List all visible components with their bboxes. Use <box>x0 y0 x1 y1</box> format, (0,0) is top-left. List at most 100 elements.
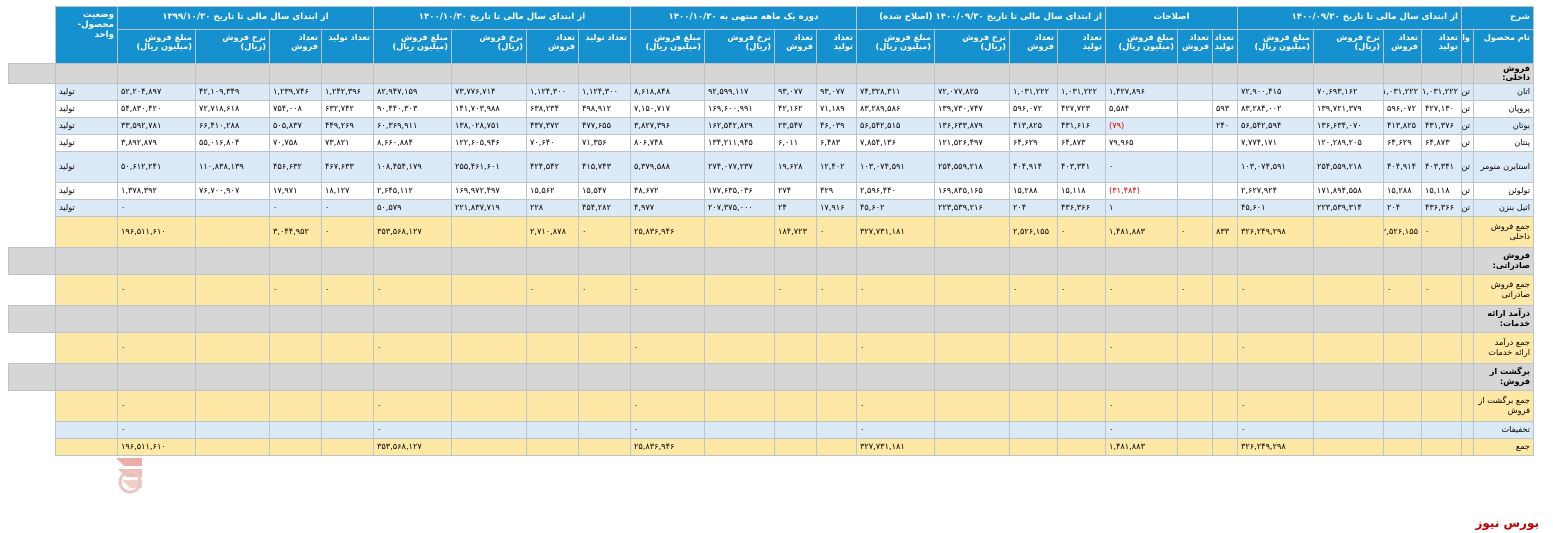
table-cell: ۲۵,۸۳۶,۹۴۶ <box>629 215 705 248</box>
table-cell <box>1104 362 1178 391</box>
table-cell <box>577 304 631 333</box>
table-cell: ۴۶,۰۳۹ <box>815 116 857 135</box>
table-cell: ۱,۰۳۱,۲۲۲ <box>1421 82 1462 101</box>
header-adjustments: اصلاحات <box>1104 6 1238 30</box>
table-cell: ۱۲۱,۵۲۶,۴۹۷ <box>933 133 1010 152</box>
table-cell <box>525 331 579 364</box>
table-cell <box>577 437 631 456</box>
sub-header-cell: تعداد فروش <box>773 29 817 64</box>
table-cell: ۰ <box>855 389 935 422</box>
table-cell <box>933 304 1010 333</box>
sub-header-cell: تعداد تولید <box>1211 29 1238 64</box>
table-cell <box>703 437 775 456</box>
table-cell: ۱۲,۴۰۲ <box>815 150 857 183</box>
table-cell: ۱۵,۱۱۸ <box>1056 181 1106 200</box>
table-cell: ۰ <box>577 215 631 248</box>
table-cell: ۳۳,۵۹۲,۷۸۱ <box>116 116 196 135</box>
table-cell <box>320 63 374 84</box>
table-cell: ۵۹۶,۰۷۲ <box>1008 99 1058 118</box>
table-cell: ۲۲۱,۸۳۷,۷۱۹ <box>450 198 527 217</box>
row-label: برگشت از فروش: <box>1473 362 1534 391</box>
table-cell: ۱,۱۲۴,۳۰۰ <box>577 82 631 101</box>
table-cell: ۰ <box>773 273 817 306</box>
table-cell: ۱,۰۳۱,۲۲۲ <box>1383 82 1422 101</box>
table-row: بوتان تن ۴۳۱,۳۷۶ ۴۱۳,۸۲۵ ۱۳۶,۶۳۴,۰۷۰ ۵۶,۵۴۲,۵… <box>9 116 1534 135</box>
table-cell: ۴۳۶,۳۶۶ <box>1056 198 1106 217</box>
table-cell: ۱۳۹,۷۲۱,۳۷۹ <box>1313 99 1384 118</box>
table-cell: (۷۹) <box>1104 116 1178 135</box>
table-cell: ۷۱,۱۸۹ <box>815 99 857 118</box>
table-row: استایرن منومر تن ۴۰۳,۳۴۱ ۴۰۴,۹۱۴ ۲۵۴,۵۵۹,۲۱۸… <box>9 150 1534 183</box>
table-cell <box>116 63 196 84</box>
table-cell <box>1313 273 1384 306</box>
table-cell <box>629 362 705 391</box>
table-cell: ۱۶۲,۵۴۲,۸۲۹ <box>703 116 775 135</box>
table-cell <box>320 304 374 333</box>
row-label: جمع برگشت از فروش <box>1473 389 1534 422</box>
table-cell <box>450 246 527 275</box>
table-cell <box>1461 420 1474 439</box>
sub-header-cell: تعداد تولید <box>577 29 631 64</box>
table-cell: ۰ <box>629 389 705 422</box>
table-row: فروش داخلی: <box>8 63 1534 84</box>
table-cell: تولید <box>54 133 118 152</box>
table-cell <box>1056 420 1106 439</box>
table-cell <box>525 389 579 422</box>
table-cell <box>1008 437 1058 456</box>
table-cell <box>1421 63 1462 84</box>
table-cell <box>1421 246 1462 275</box>
table-cell <box>1211 362 1238 391</box>
table-cell: ۰ <box>1176 273 1213 306</box>
table-cell: ۲۰۴ <box>1008 198 1058 217</box>
table-cell <box>1104 63 1178 84</box>
table-cell: ۶۰,۳۶۹,۹۱۱ <box>372 116 452 135</box>
table-cell <box>1176 99 1213 118</box>
table-cell <box>629 304 705 333</box>
table-cell <box>1176 82 1213 101</box>
table-cell: ۰ <box>372 420 452 439</box>
table-cell: ۹۳,۰۷۷ <box>773 82 817 101</box>
table-cell <box>268 437 322 456</box>
table-cell <box>577 420 631 439</box>
table-cell: ۲,۶۲۷,۹۲۴ <box>1236 181 1315 200</box>
table-cell <box>1461 389 1474 422</box>
table-cell: ۱۳۶,۶۳۴,۰۷۰ <box>1313 116 1384 135</box>
table-cell <box>194 198 270 217</box>
table-cell <box>1461 304 1474 333</box>
table-row: برگشت از فروش: <box>8 362 1534 391</box>
table-cell <box>1056 246 1106 275</box>
table-cell: ۰ <box>372 273 452 306</box>
table-cell <box>116 246 196 275</box>
table-cell <box>1056 63 1106 84</box>
table-cell: ۱۵,۵۴۷ <box>577 181 631 200</box>
table-cell <box>268 246 322 275</box>
table-cell <box>268 420 322 439</box>
table-cell <box>1211 273 1238 306</box>
table-cell <box>1211 63 1238 84</box>
table-cell <box>1313 420 1384 439</box>
row-label: تخفیفات <box>1473 420 1534 439</box>
table-cell: ۳۲۶,۲۴۹,۲۹۸ <box>1236 215 1315 248</box>
table-cell: ۷۰,۶۴۰ <box>525 133 579 152</box>
table-cell: ۴۰۳,۳۴۱ <box>1056 150 1106 183</box>
table-cell <box>1383 246 1422 275</box>
table-cell: ۷۴,۳۲۸,۳۱۱ <box>855 82 935 101</box>
table-cell <box>577 362 631 391</box>
table-cell: ۴۵۶,۶۳۲ <box>268 150 322 183</box>
table-cell: ۴۸,۶۷۲ <box>629 181 705 200</box>
table-cell: ۸۳,۲۸۴,۰۰۲ <box>1236 99 1315 118</box>
table-cell: ۲۴۰ <box>1211 116 1238 135</box>
table-cell: ۲,۶۴۵,۱۱۲ <box>372 181 452 200</box>
table-cell: ۷۰,۶۹۳,۱۶۲ <box>1313 82 1384 101</box>
table-cell <box>1313 437 1384 456</box>
table-row: فروش صادراتی: <box>8 246 1534 275</box>
sub-header-cell: واحد <box>1461 29 1474 64</box>
table-cell <box>116 362 196 391</box>
table-cell <box>1313 362 1384 391</box>
table-cell <box>815 246 857 275</box>
row-label: استایرن منومر <box>1473 150 1534 183</box>
table-cell <box>1211 150 1238 183</box>
table-cell: ۴۳۱,۶۱۶ <box>1056 116 1106 135</box>
sub-header-cell: نرخ فروش (ریال) <box>933 29 1010 64</box>
table-cell <box>1461 331 1474 364</box>
